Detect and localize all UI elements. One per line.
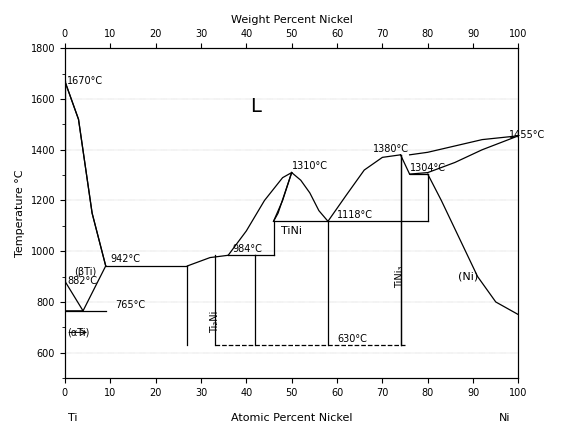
Text: 765°C: 765°C	[115, 300, 145, 310]
Text: (αTi): (αTi)	[67, 327, 90, 338]
Text: 882°C: 882°C	[67, 276, 97, 286]
X-axis label: Weight Percent Nickel: Weight Percent Nickel	[231, 15, 353, 25]
Text: 630°C: 630°C	[337, 334, 367, 344]
Text: 1118°C: 1118°C	[337, 210, 373, 220]
Text: L: L	[250, 97, 261, 116]
Text: (βTi): (βTi)	[74, 267, 96, 276]
Text: TiNi₃: TiNi₃	[396, 265, 406, 288]
Text: 1670°C: 1670°C	[67, 76, 103, 86]
Text: 984°C: 984°C	[233, 244, 263, 254]
Text: 1304°C: 1304°C	[410, 163, 445, 173]
Text: 1380°C: 1380°C	[373, 144, 410, 154]
Text: 942°C: 942°C	[111, 254, 140, 264]
Text: Ti₂Ni: Ti₂Ni	[210, 311, 219, 333]
Text: Ti: Ti	[68, 413, 77, 424]
Y-axis label: Temperature °C: Temperature °C	[15, 169, 25, 257]
Text: Atomic Percent Nickel: Atomic Percent Nickel	[231, 413, 352, 424]
Text: 1310°C: 1310°C	[292, 161, 328, 171]
Text: 1455°C: 1455°C	[509, 129, 546, 139]
Text: (Ni): (Ni)	[458, 272, 479, 282]
Text: TiNi: TiNi	[281, 226, 302, 236]
Text: Ni: Ni	[499, 413, 511, 424]
